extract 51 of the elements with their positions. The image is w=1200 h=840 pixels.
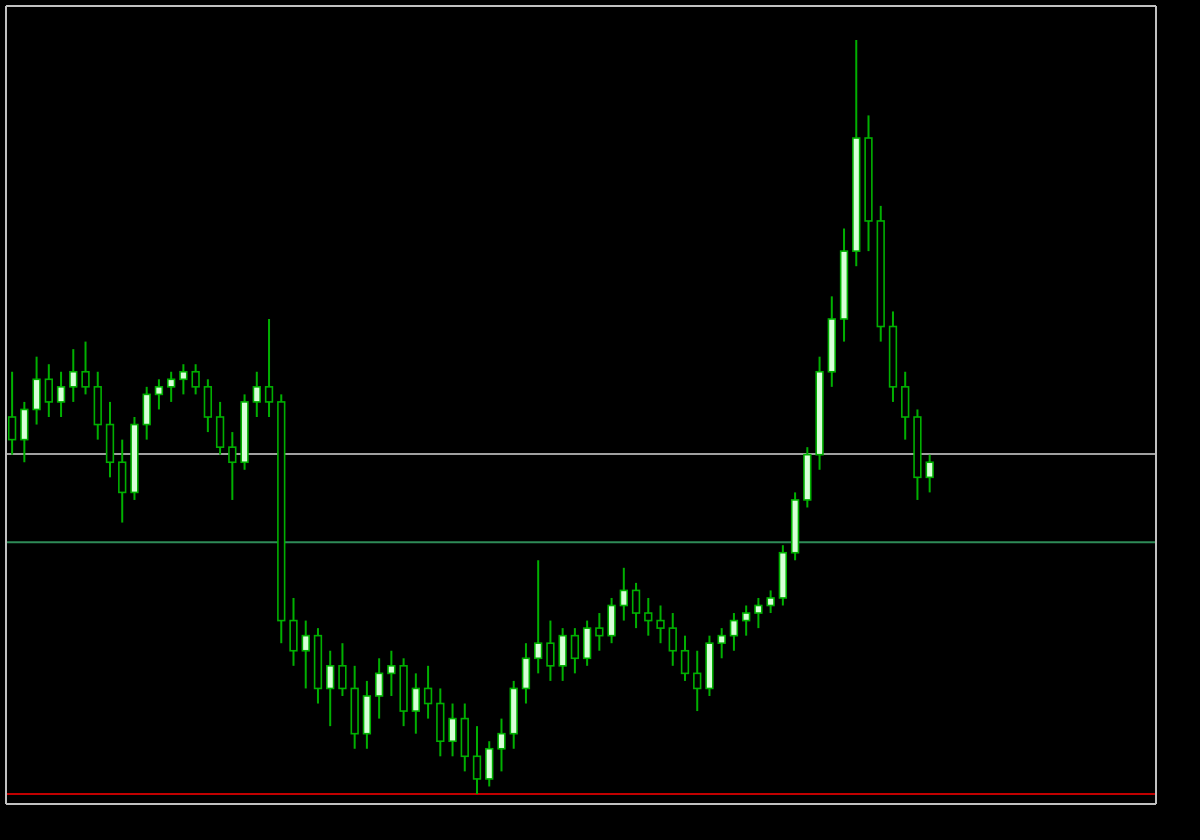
candlestick <box>264 317 274 418</box>
candlestick <box>203 378 213 434</box>
candlestick <box>631 581 641 630</box>
candlestick <box>693 649 702 713</box>
candlestick <box>705 634 714 697</box>
candlestick <box>93 370 102 441</box>
candlestick <box>252 370 261 418</box>
candlestick <box>7 370 17 456</box>
candlestick <box>69 348 78 403</box>
candlestick <box>534 559 543 675</box>
candlestick <box>778 544 788 607</box>
candlestick <box>680 634 690 682</box>
candlestick <box>167 370 176 403</box>
candlestick <box>644 596 653 637</box>
candlestick <box>56 370 66 418</box>
candlestick <box>118 438 127 524</box>
candlestick <box>460 702 469 773</box>
candlestick <box>497 717 506 773</box>
candlestick <box>423 664 433 720</box>
candlestick <box>619 566 628 622</box>
candlestick <box>411 672 420 735</box>
candlestick <box>448 702 457 758</box>
candlestick <box>521 642 531 705</box>
candlestick <box>326 649 335 728</box>
candlestick <box>338 642 347 697</box>
candlestick <box>803 446 812 509</box>
candlestick <box>436 687 445 758</box>
candlestick <box>570 627 580 675</box>
candlestick <box>717 627 726 660</box>
candlestick <box>289 596 298 667</box>
candlestick <box>656 604 665 645</box>
candlestick <box>472 725 482 795</box>
candlestick <box>105 400 115 479</box>
candlestick <box>485 740 494 788</box>
candlestick <box>509 679 518 750</box>
candlestick <box>142 385 151 441</box>
candlestick <box>901 370 910 441</box>
candlestick <box>215 400 225 456</box>
candlestick <box>154 378 164 411</box>
candlestick <box>742 604 751 637</box>
candlestick <box>374 657 384 720</box>
candlestick <box>44 363 53 418</box>
candlestick <box>362 679 372 750</box>
candlestick <box>228 431 237 501</box>
candlestick <box>668 612 677 667</box>
candlestick <box>582 619 592 667</box>
candlestick <box>729 612 739 652</box>
candlestick <box>301 619 310 690</box>
candlestick <box>350 664 359 750</box>
candlestick <box>925 453 934 494</box>
candlestick <box>81 340 90 396</box>
